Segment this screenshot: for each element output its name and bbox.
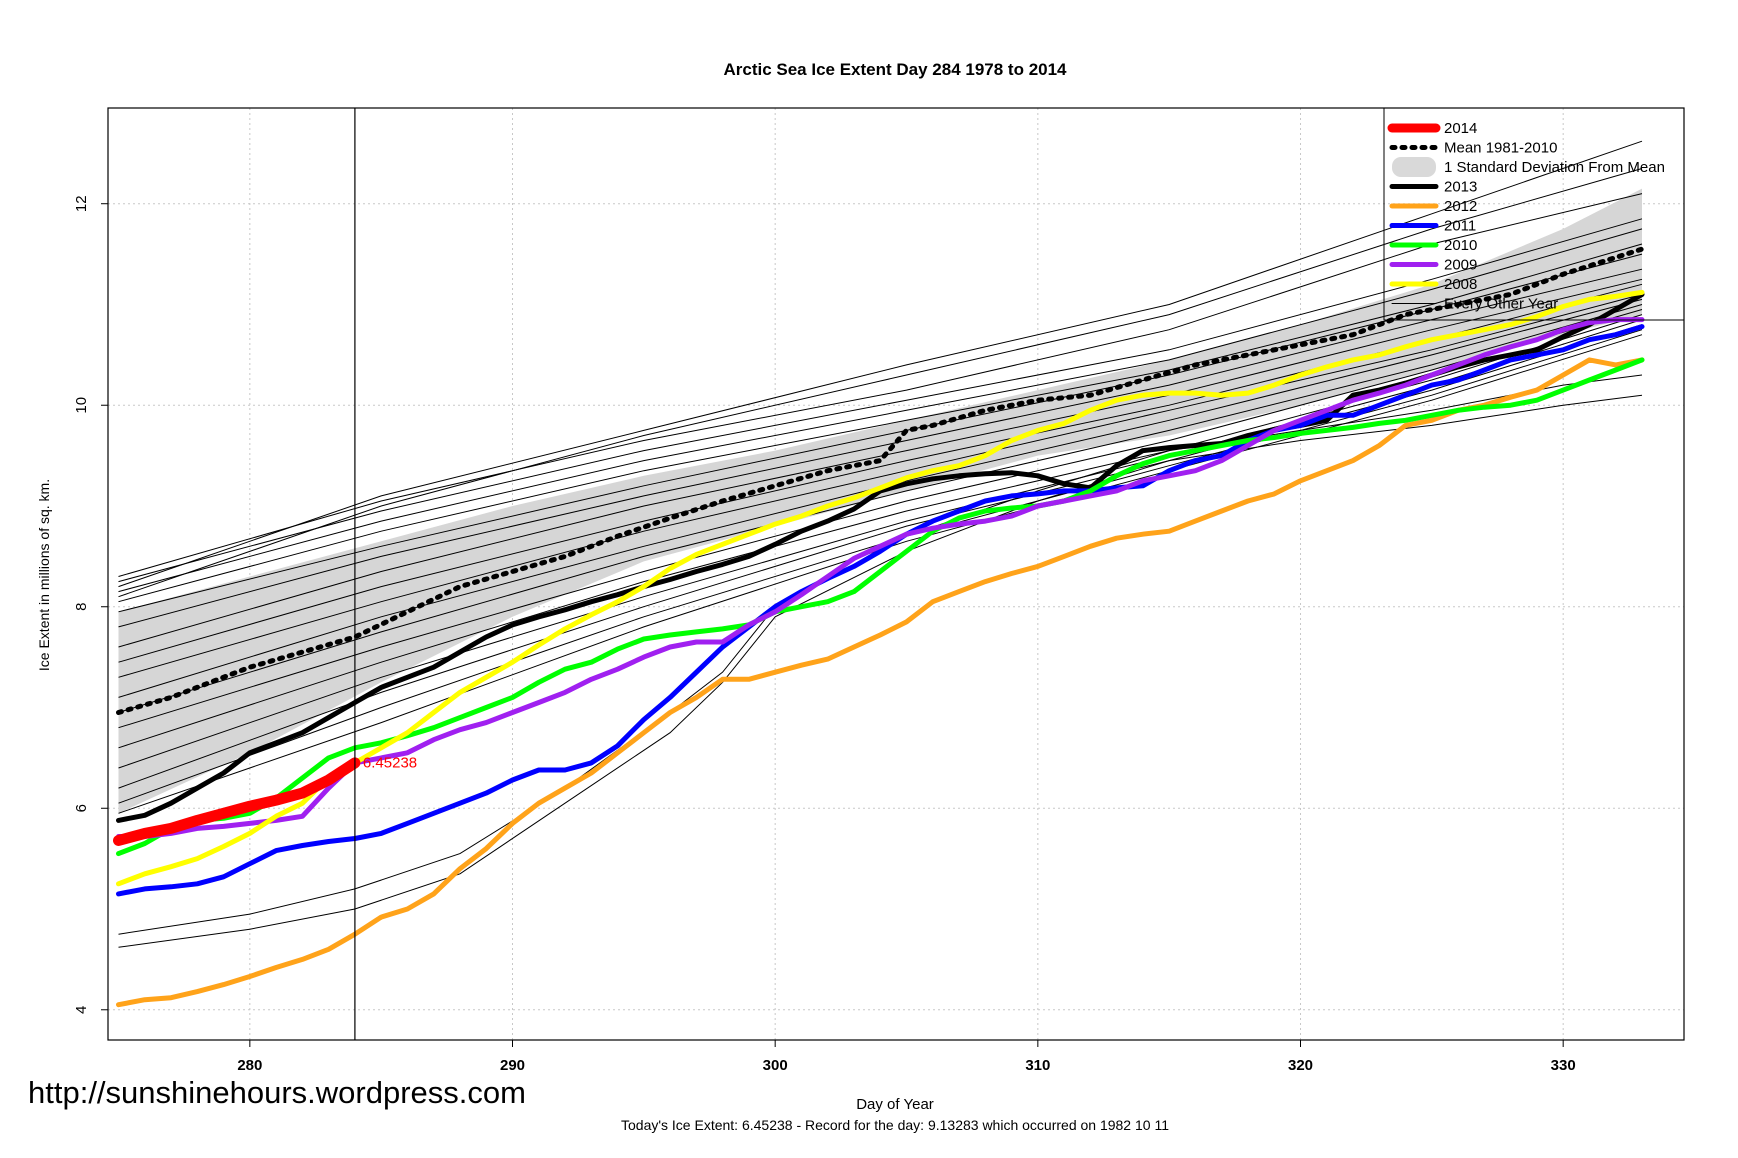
y-tick-label: 12 [73, 195, 90, 212]
y-tick-label: 6 [73, 804, 90, 812]
legend-label: 2012 [1444, 198, 1477, 215]
y-axis-label: Ice Extent in millions of sq. km. [36, 479, 52, 671]
x-tick-label: 300 [763, 1057, 788, 1074]
other-year-line [118, 278, 1643, 648]
x-axis-label: Day of Year [856, 1096, 934, 1113]
series-line-2009 [116, 317, 1645, 839]
x-tick-label: 290 [500, 1057, 525, 1074]
other-year-line [118, 304, 1643, 713]
legend-label: 2008 [1444, 276, 1477, 293]
series-line-2014 [113, 757, 361, 846]
x-tick-label: 320 [1288, 1057, 1313, 1074]
other-year-line [118, 334, 1643, 814]
series-line-2012 [116, 357, 1645, 1008]
series-line-2011 [116, 324, 1645, 897]
highlighted-series [113, 246, 1645, 1008]
series-line-2013 [116, 291, 1645, 823]
other-year-line [118, 293, 1643, 678]
other-year-line [118, 324, 1643, 789]
other-year-line [118, 140, 1643, 588]
x-tick-label: 280 [237, 1057, 262, 1074]
legend-label: Every Other Year [1444, 296, 1558, 313]
other-year-line [118, 168, 1643, 598]
current-value-label: 6.45238 [363, 755, 417, 772]
legend-label: 2011 [1444, 218, 1476, 235]
y-tick-label: 8 [73, 603, 90, 611]
legend: 2014 Mean 1981-2010 1 Standard Deviation F… [1383, 107, 1685, 321]
legend-swatch [1392, 157, 1436, 177]
legend-label: 2014 [1444, 120, 1477, 137]
other-year-line [118, 243, 1643, 603]
legend-label: 2010 [1444, 237, 1477, 254]
site-url: http://sunshinehours.wordpress.com [28, 1075, 526, 1110]
chart-title: Arctic Sea Ice Extent Day 284 1978 to 20… [723, 60, 1067, 79]
std-dev-band [118, 188, 1642, 814]
axes: 280 290 300 310 320 330 4 6 8 10 12 [73, 195, 1576, 1074]
other-year-line [118, 218, 1643, 583]
other-year-line [118, 298, 1643, 698]
legend-label: 1 Standard Deviation From Mean [1444, 159, 1665, 176]
std-dev-band-area [118, 188, 1642, 814]
other-year-line [118, 228, 1643, 593]
x-tick-label: 330 [1551, 1057, 1576, 1074]
legend-label: Mean 1981-2010 [1444, 140, 1557, 157]
x-tick-label: 310 [1025, 1057, 1050, 1074]
series-line-mean-1981-2010 [116, 246, 1645, 715]
series-line-2008 [116, 289, 1645, 887]
y-tick-label: 4 [73, 1006, 90, 1014]
series-line-2010 [116, 357, 1645, 857]
y-tick-label: 10 [73, 397, 90, 414]
legend-box [1383, 107, 1685, 321]
other-year-line [118, 309, 1643, 729]
other-year-line [118, 394, 1643, 948]
ice-extent-subtitle: Today's Ice Extent: 6.45238 - Record for… [621, 1117, 1169, 1133]
other-year-line [118, 314, 1643, 749]
legend-label: 2009 [1444, 257, 1477, 274]
plot-frame [107, 107, 1685, 1041]
legend-label: 2013 [1444, 179, 1477, 196]
